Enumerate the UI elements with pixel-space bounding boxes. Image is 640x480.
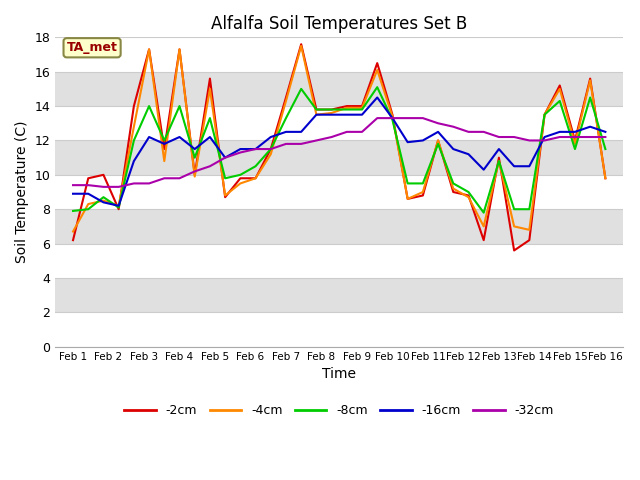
Bar <box>55 72 623 106</box>
Legend: -2cm, -4cm, -8cm, -16cm, -32cm: -2cm, -4cm, -8cm, -16cm, -32cm <box>120 399 559 422</box>
Bar <box>55 312 623 347</box>
Bar <box>55 278 623 312</box>
X-axis label: Time: Time <box>322 367 356 381</box>
Bar <box>55 141 623 175</box>
Bar <box>55 106 623 141</box>
Bar <box>55 209 623 243</box>
Bar <box>55 175 623 209</box>
Bar <box>55 243 623 278</box>
Bar <box>55 37 623 72</box>
Y-axis label: Soil Temperature (C): Soil Temperature (C) <box>15 121 29 263</box>
Text: TA_met: TA_met <box>67 41 118 54</box>
Title: Alfalfa Soil Temperatures Set B: Alfalfa Soil Temperatures Set B <box>211 15 467 33</box>
